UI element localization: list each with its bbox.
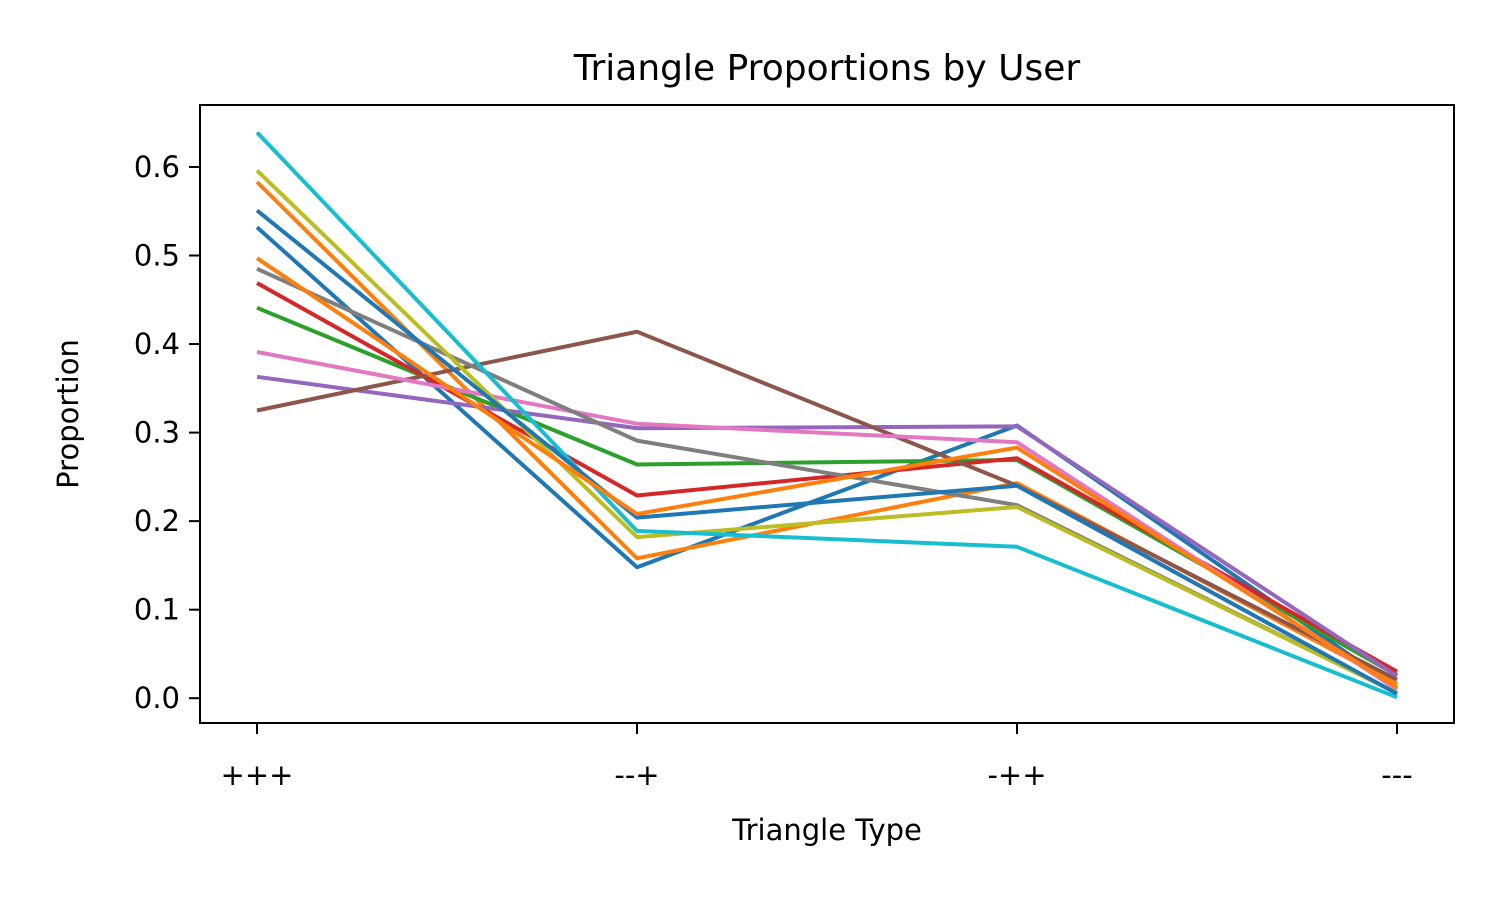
y-tick-label: 0.6 [134,150,180,184]
y-tick-label: 0.1 [134,593,180,627]
series-line-10 [255,131,1398,700]
y-tick-label: 0.4 [134,327,180,361]
x-tick-label: --+ [614,758,659,792]
x-axis: +++ --+ -++ --- [221,723,1413,792]
chart-title: Triangle Proportions by User [573,48,1081,89]
series-line-6 [256,329,1398,682]
series-line-5 [256,374,1399,678]
series-line-9 [255,169,1398,695]
y-axis-title: Proportion [51,339,85,489]
series-line-12 [255,256,1399,690]
y-tick-label: 0.0 [134,681,180,715]
series-line-4 [256,281,1398,674]
series-line-3 [256,305,1398,677]
x-tick-label: -++ [987,758,1046,792]
y-tick-label: 0.2 [134,504,180,538]
y-tick-label: 0.5 [134,239,180,273]
plot-frame [199,104,1455,724]
series-line-1 [255,225,1399,690]
series-layer [255,131,1399,700]
x-tick-label: +++ [221,758,294,792]
x-tick-label: --- [1381,758,1412,792]
series-line-11 [255,208,1398,696]
y-axis: 0.0 0.1 0.2 0.3 0.4 0.5 0.6 [134,150,200,715]
y-tick-label: 0.3 [134,416,180,450]
x-axis-title: Triangle Type [731,813,922,847]
